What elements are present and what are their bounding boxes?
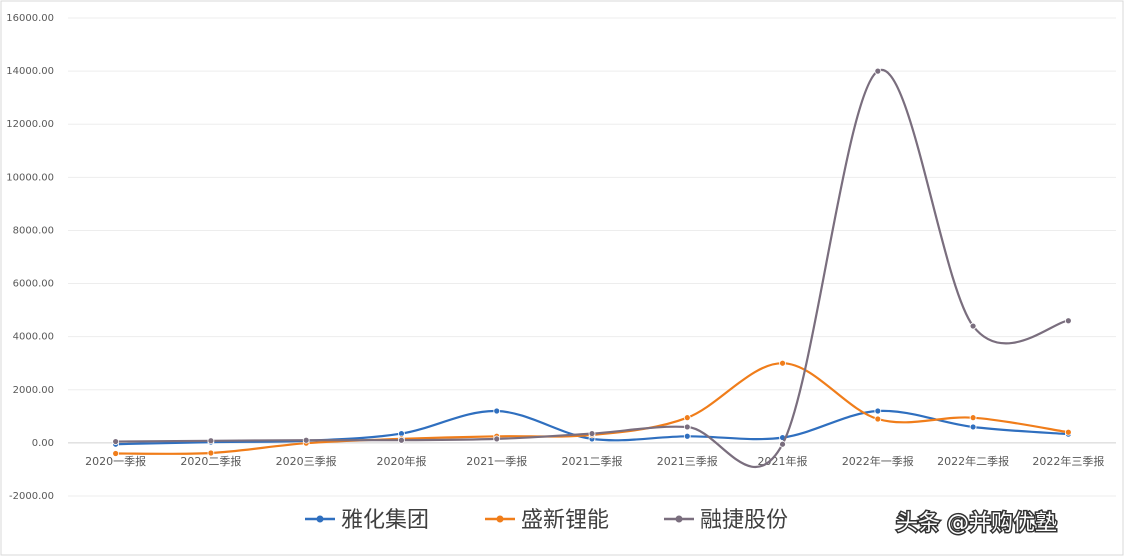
- x-tick-label: 2020年报: [376, 454, 426, 468]
- legend-item: 融捷股份: [664, 508, 788, 533]
- watermark: 头条 @并购优塾: [896, 511, 1057, 536]
- data-point: [969, 322, 977, 330]
- y-tick-label: 4000.00: [13, 332, 54, 343]
- data-point: [969, 414, 977, 422]
- data-point: [207, 449, 215, 457]
- y-axis-ticks: -2000.00 0.00 2000.00 4000.00 6000.00 8000.00…: [6, 13, 54, 502]
- data-point: [302, 436, 310, 444]
- y-tick-label: 2000.00: [13, 385, 54, 396]
- data-point: [779, 359, 786, 367]
- y-tick-label: 16000.00: [6, 13, 54, 24]
- legend-item: 盛新锂能: [485, 508, 609, 533]
- legend-label: 雅化集团: [341, 508, 429, 533]
- x-tick-label: 2022年二季报: [937, 454, 1009, 468]
- series-lines: [112, 67, 1072, 469]
- data-point: [874, 415, 882, 423]
- legend-marker: [496, 515, 504, 523]
- x-tick-label: 2020二季报: [180, 454, 241, 468]
- legend: 雅化集团 盛新锂能 融捷股份: [305, 508, 788, 533]
- data-point: [112, 450, 120, 457]
- data-point: [398, 436, 405, 444]
- data-point: [493, 435, 501, 443]
- data-point: [1064, 317, 1072, 325]
- data-point: [683, 414, 691, 422]
- x-tick-label: 2022年三季报: [1032, 454, 1104, 468]
- series-line: [115, 362, 1069, 455]
- data-point: [207, 437, 215, 445]
- data-point: [588, 430, 596, 437]
- y-tick-label: 14000.00: [6, 66, 54, 77]
- data-point: [969, 423, 977, 431]
- legend-item: 雅化集团: [305, 508, 429, 533]
- data-point: [683, 432, 691, 440]
- x-tick-label: 2022年一季报: [842, 454, 914, 468]
- x-tick-label: 2020一季报: [85, 454, 146, 468]
- gridlines: [68, 17, 1116, 497]
- data-point: [112, 438, 120, 445]
- x-tick-label: 2021一季报: [466, 454, 527, 468]
- data-point: [1064, 428, 1072, 436]
- y-tick-label: -2000.00: [9, 491, 54, 502]
- data-point: [874, 67, 882, 75]
- legend-label: 盛新锂能: [521, 508, 609, 533]
- legend-marker: [316, 515, 324, 523]
- legend-label: 融捷股份: [700, 508, 788, 533]
- y-tick-label: 10000.00: [6, 172, 54, 183]
- data-point: [779, 440, 786, 448]
- data-point: [874, 407, 882, 415]
- x-tick-label: 2021三季报: [657, 454, 718, 468]
- x-tick-label: 2020三季报: [276, 454, 337, 468]
- y-tick-label: 0.00: [32, 438, 54, 449]
- data-point: [683, 423, 691, 431]
- y-tick-label: 6000.00: [13, 279, 54, 290]
- x-tick-label: 2021二季报: [562, 454, 623, 468]
- y-tick-label: 12000.00: [6, 119, 54, 130]
- x-tick-label: 2021年报: [758, 454, 808, 468]
- data-point: [493, 407, 501, 415]
- legend-marker: [675, 515, 683, 523]
- series-3: [112, 67, 1072, 469]
- x-axis-ticks: 2020一季报 2020二季报 2020三季报 2020年报 2021一季报 2021二季…: [85, 454, 1104, 468]
- y-tick-label: 8000.00: [13, 225, 54, 236]
